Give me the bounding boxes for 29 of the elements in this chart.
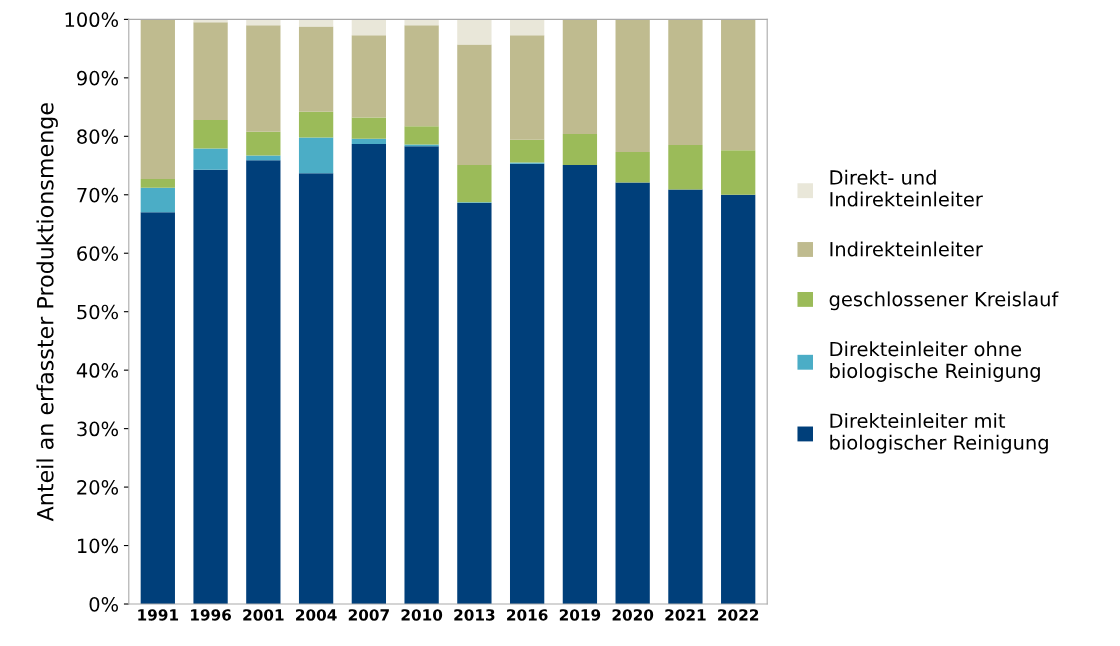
x-tick-label: 2007 — [348, 609, 389, 621]
x-tick-label: 2022 — [718, 609, 759, 621]
y-tick-label: 80% — [77, 129, 118, 144]
y-tick-label: 50% — [77, 304, 118, 320]
y-tick-label: 40% — [76, 363, 118, 378]
x-tick-label: 2016 — [507, 609, 548, 621]
x-tick-label: 1996 — [191, 609, 232, 621]
y-axis-title: Anteil an erfasster Produktionsmenge — [36, 103, 58, 522]
y-tick-label: 20% — [77, 480, 118, 495]
legend-label: Direkt- und Indirekteinleiter — [830, 169, 983, 207]
y-tick-label: 10% — [78, 538, 118, 554]
legend-label: geschlossener Kreislauf — [829, 291, 1059, 311]
x-tick-label: 1991 — [138, 609, 179, 621]
legend-label: Direkteinleiter mit biologischer Reinigung — [830, 413, 1048, 454]
x-tick-label: 2020 — [612, 609, 654, 621]
y-tick-label: 70% — [77, 187, 118, 203]
x-tick-label: 2013 — [454, 609, 495, 621]
x-tick-label: 2019 — [559, 609, 601, 621]
legend-label: Direkteinleiter ohne biologische Reinigung — [830, 341, 1040, 382]
x-tick-label: 2001 — [243, 609, 284, 621]
y-tick-label: 60% — [77, 246, 118, 261]
x-tick-label: 2021 — [665, 609, 706, 621]
x-tick-label: 2004 — [296, 609, 337, 621]
x-tick-label: 2010 — [401, 609, 443, 621]
y-tick-label: 90% — [77, 70, 118, 86]
legend-label: Indirekteinleiter — [830, 241, 983, 257]
y-tick-label: 30% — [77, 421, 118, 437]
y-tick-label: 100% — [65, 12, 118, 28]
y-tick-label: 0% — [89, 596, 118, 612]
